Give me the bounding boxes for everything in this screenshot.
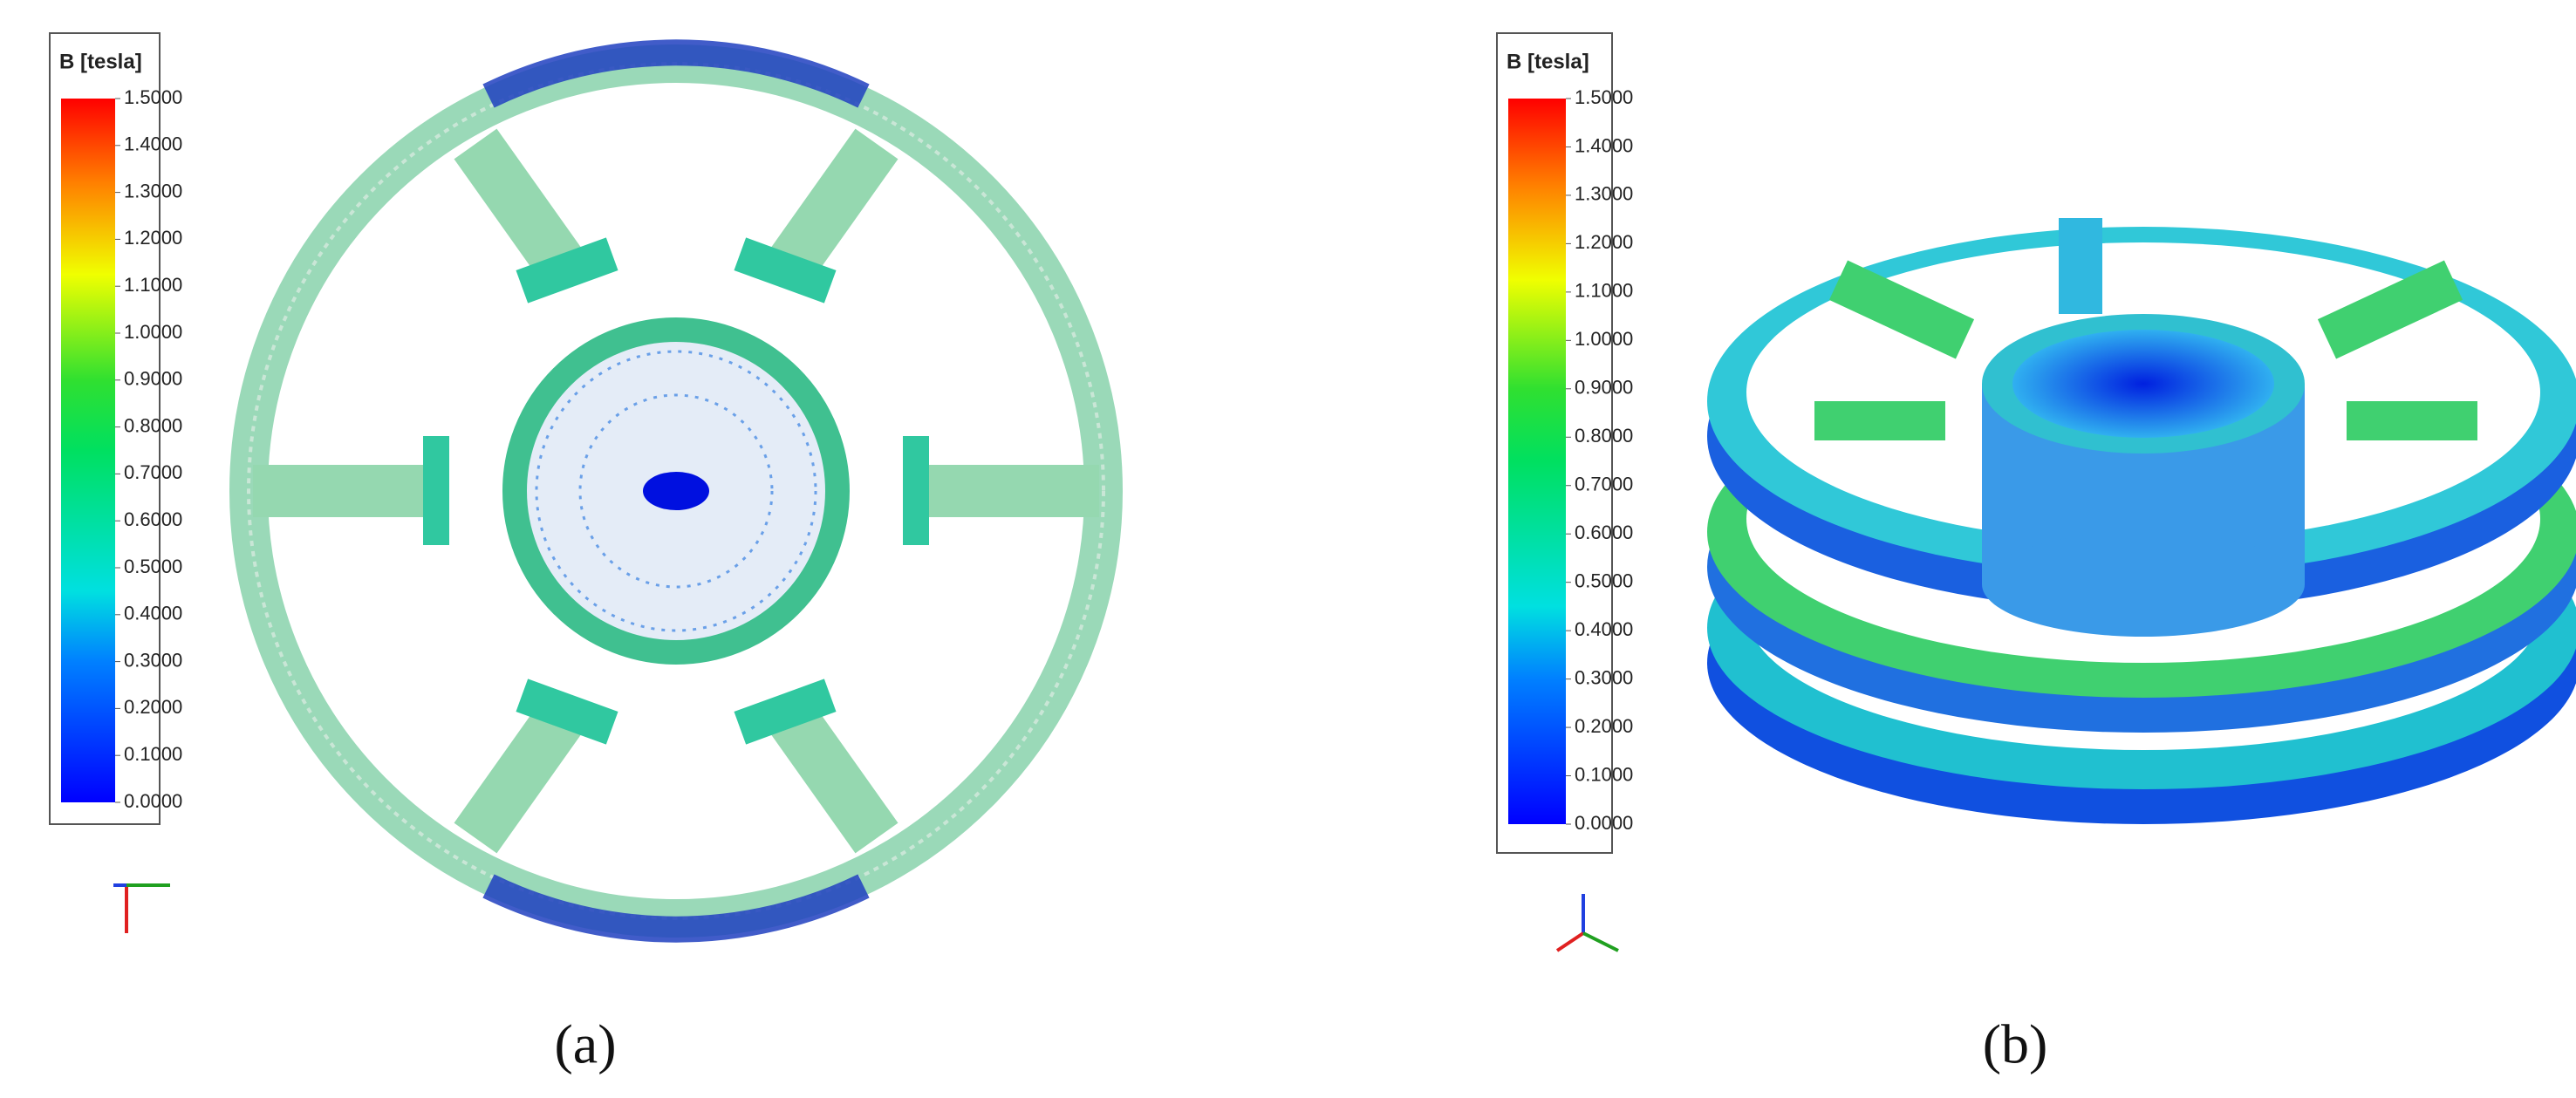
tick-label: 1.0000 [1575, 328, 1633, 350]
tick-label: 1.4000 [1575, 134, 1633, 156]
tick-label: 1.3000 [124, 180, 182, 201]
tick-label: 0.1000 [1575, 763, 1633, 785]
legend: B [tesla] 1.5000 1.4000 1.3000 1.2000 1.1000… [1496, 32, 1633, 854]
tick-label: 1.2000 [124, 227, 182, 249]
tick-label: 0.6000 [124, 508, 182, 530]
tick-label: 1.4000 [124, 133, 182, 155]
tick-label: 1.5000 [1575, 86, 1633, 108]
tick-label: 0.6000 [1575, 522, 1633, 543]
tick-label: 0.4000 [124, 603, 182, 624]
tick-label: 0.8000 [1575, 425, 1633, 447]
tick-label: 0.8000 [124, 414, 182, 436]
axis-triad [1555, 894, 1619, 952]
tick-label: 0.9000 [124, 368, 182, 390]
field-plot-b [1707, 218, 2576, 824]
caption: (a) [554, 1013, 616, 1075]
tick-label: 1.1000 [1575, 280, 1633, 302]
legend-title: B [tesla] [59, 50, 142, 73]
color-bar [1508, 99, 1566, 824]
tick-label: 0.3000 [124, 649, 182, 671]
legend-title: B [tesla] [1507, 50, 1589, 73]
axis-triad [113, 883, 170, 933]
tick-label: 1.3000 [1575, 183, 1633, 205]
tick-label: 0.3000 [1575, 666, 1633, 688]
tick-label: 0.2000 [124, 696, 182, 718]
tick-label: 0.0000 [1575, 812, 1633, 834]
field-plot-a [229, 39, 1123, 943]
tick-label: 1.0000 [124, 321, 182, 343]
tick-label: 0.5000 [1575, 569, 1633, 591]
tick-label: 0.0000 [124, 790, 182, 812]
tick-label: 0.4000 [1575, 618, 1633, 640]
tick-label: 0.5000 [124, 556, 182, 577]
tick-label: 1.2000 [1575, 231, 1633, 253]
tick-label: 0.9000 [1575, 377, 1633, 399]
color-bar [61, 99, 115, 802]
caption: (b) [1983, 1013, 2048, 1075]
tick-label: 0.1000 [124, 743, 182, 765]
tick-label: 1.5000 [124, 86, 182, 108]
tick-label: 0.7000 [124, 461, 182, 483]
tick-label: 0.2000 [1575, 715, 1633, 737]
tick-label: 0.7000 [1575, 474, 1633, 495]
legend: B [tesla] 1.5000 1.4000 1.3000 1.2000 1.1000… [49, 32, 182, 825]
tick-label: 1.1000 [124, 274, 182, 296]
